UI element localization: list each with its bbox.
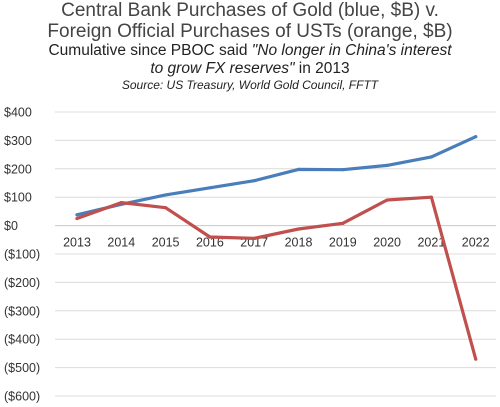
y-tick-label: $200 xyxy=(4,162,32,176)
usts-data-point xyxy=(296,227,301,231)
chart-subtitle: Cumulative since PBOC said "No longer in… xyxy=(0,42,500,78)
gold-data-point xyxy=(75,213,79,217)
series-line-gold xyxy=(75,135,478,217)
usts-data-point xyxy=(341,221,345,225)
title-line-1: Central Bank Purchases of Gold (blue, $B… xyxy=(61,0,439,21)
subtitle-quote-b: to grow FX reserves" xyxy=(150,60,295,77)
subtitle-quote-a: "No longer in China's interest xyxy=(251,42,452,59)
gold-data-point xyxy=(296,167,301,171)
gold-data-point xyxy=(341,168,345,172)
usts-data-point xyxy=(474,357,478,361)
y-tick-label: ($100) xyxy=(4,248,40,262)
x-tick-label: 2018 xyxy=(285,236,313,250)
x-tick-label: 2019 xyxy=(329,236,357,250)
y-tick-label: ($400) xyxy=(4,333,40,347)
gold-data-point xyxy=(164,193,168,197)
title-line-2: Foreign Official Purchases of USTs (oran… xyxy=(47,21,453,42)
gold-data-point xyxy=(429,155,433,159)
series-line-usts xyxy=(75,195,478,361)
x-tick-label: 2016 xyxy=(196,236,224,250)
y-tick-label: $100 xyxy=(4,191,32,205)
x-tick-label: 2021 xyxy=(417,236,445,250)
x-tick-label: 2014 xyxy=(107,236,135,250)
gold-data-point xyxy=(252,179,256,183)
x-tick-label: 2015 xyxy=(152,236,180,250)
y-tick-label: ($300) xyxy=(4,304,40,318)
gold-data-point xyxy=(385,163,389,167)
series-group xyxy=(75,135,478,361)
y-tick-label: $0 xyxy=(4,219,18,233)
gold-data-point xyxy=(474,135,478,139)
x-tick-label: 2022 xyxy=(462,236,490,250)
x-tick-label: 2020 xyxy=(373,236,401,250)
usts-data-point xyxy=(164,206,168,210)
subtitle-prefix: Cumulative since PBOC said xyxy=(48,42,252,59)
usts-data-point xyxy=(385,198,389,202)
subtitle-suffix: in 2013 xyxy=(294,60,350,77)
x-tick-label: 2013 xyxy=(63,236,91,250)
y-tick-label: $300 xyxy=(4,134,32,148)
y-tick-label: $400 xyxy=(4,106,32,120)
chart-title: Central Bank Purchases of Gold (blue, $B… xyxy=(0,0,500,42)
y-tick-label: ($200) xyxy=(4,276,40,290)
y-tick-label: ($500) xyxy=(4,361,40,375)
usts-data-point xyxy=(252,236,256,240)
y-tick-label: ($600) xyxy=(4,390,40,404)
usts-data-point xyxy=(75,216,79,221)
y-axis: $400 $300 $200 $100 $0 ($100) ($200) ($300) ($40… xyxy=(4,106,40,404)
x-axis: 2013 2014 2015 2016 2017 2018 2019 2020 2021 2022 xyxy=(63,236,490,250)
usts-data-point xyxy=(429,195,433,199)
gridlines xyxy=(55,111,496,397)
chart-source: Source: US Treasury, World Gold Council,… xyxy=(121,78,379,92)
subtitle-line-2: to grow FX reserves" in 2013 xyxy=(0,60,500,78)
usts-data-point xyxy=(119,200,123,205)
usts-data-point xyxy=(208,235,212,239)
gold-data-point xyxy=(208,186,212,190)
subtitle-line-1: Cumulative since PBOC said "No longer in… xyxy=(0,42,500,60)
